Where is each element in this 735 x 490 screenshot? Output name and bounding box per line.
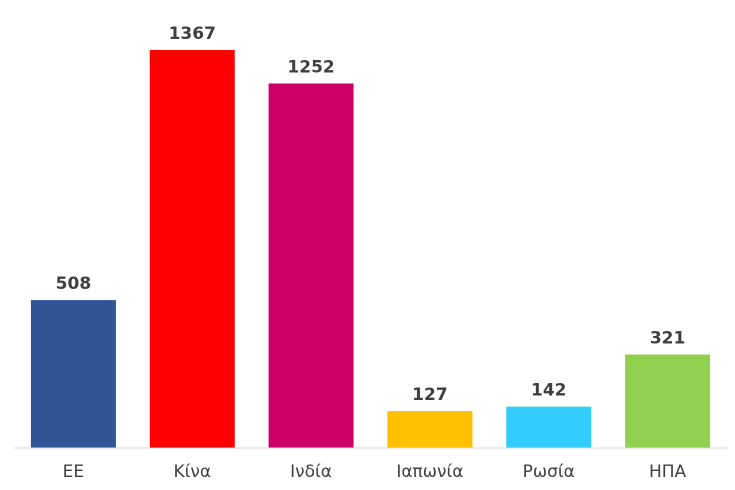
x-tick-label-4: Ρωσία [523, 462, 575, 482]
value-label-4: 142 [531, 381, 567, 401]
value-label-5: 321 [650, 329, 686, 349]
x-tick-label-1: Κίνα [173, 462, 211, 482]
bar-4 [506, 406, 592, 448]
bar-1 [149, 49, 235, 449]
x-tick-label-5: ΗΠΑ [649, 462, 687, 482]
value-label-1: 1367 [169, 24, 216, 44]
x-tick-label-0: ΕΕ [63, 462, 84, 482]
value-label-3: 127 [412, 385, 448, 405]
bar-2 [268, 83, 354, 448]
value-label-0: 508 [56, 274, 92, 294]
bars-group [30, 49, 711, 449]
bar-0 [30, 300, 116, 448]
x-tick-label-2: Ινδία [290, 462, 332, 482]
x-tick-label-3: Ιαπωνία [396, 462, 463, 482]
bar-5 [625, 354, 711, 448]
value-label-2: 1252 [287, 57, 334, 77]
x-tick-labels-group: ΕΕ Κίνα Ινδία Ιαπωνία Ρωσία ΗΠΑ [63, 462, 687, 482]
value-labels-group: 508 1367 1252 127 142 321 [56, 24, 686, 405]
bar-3 [387, 411, 473, 448]
